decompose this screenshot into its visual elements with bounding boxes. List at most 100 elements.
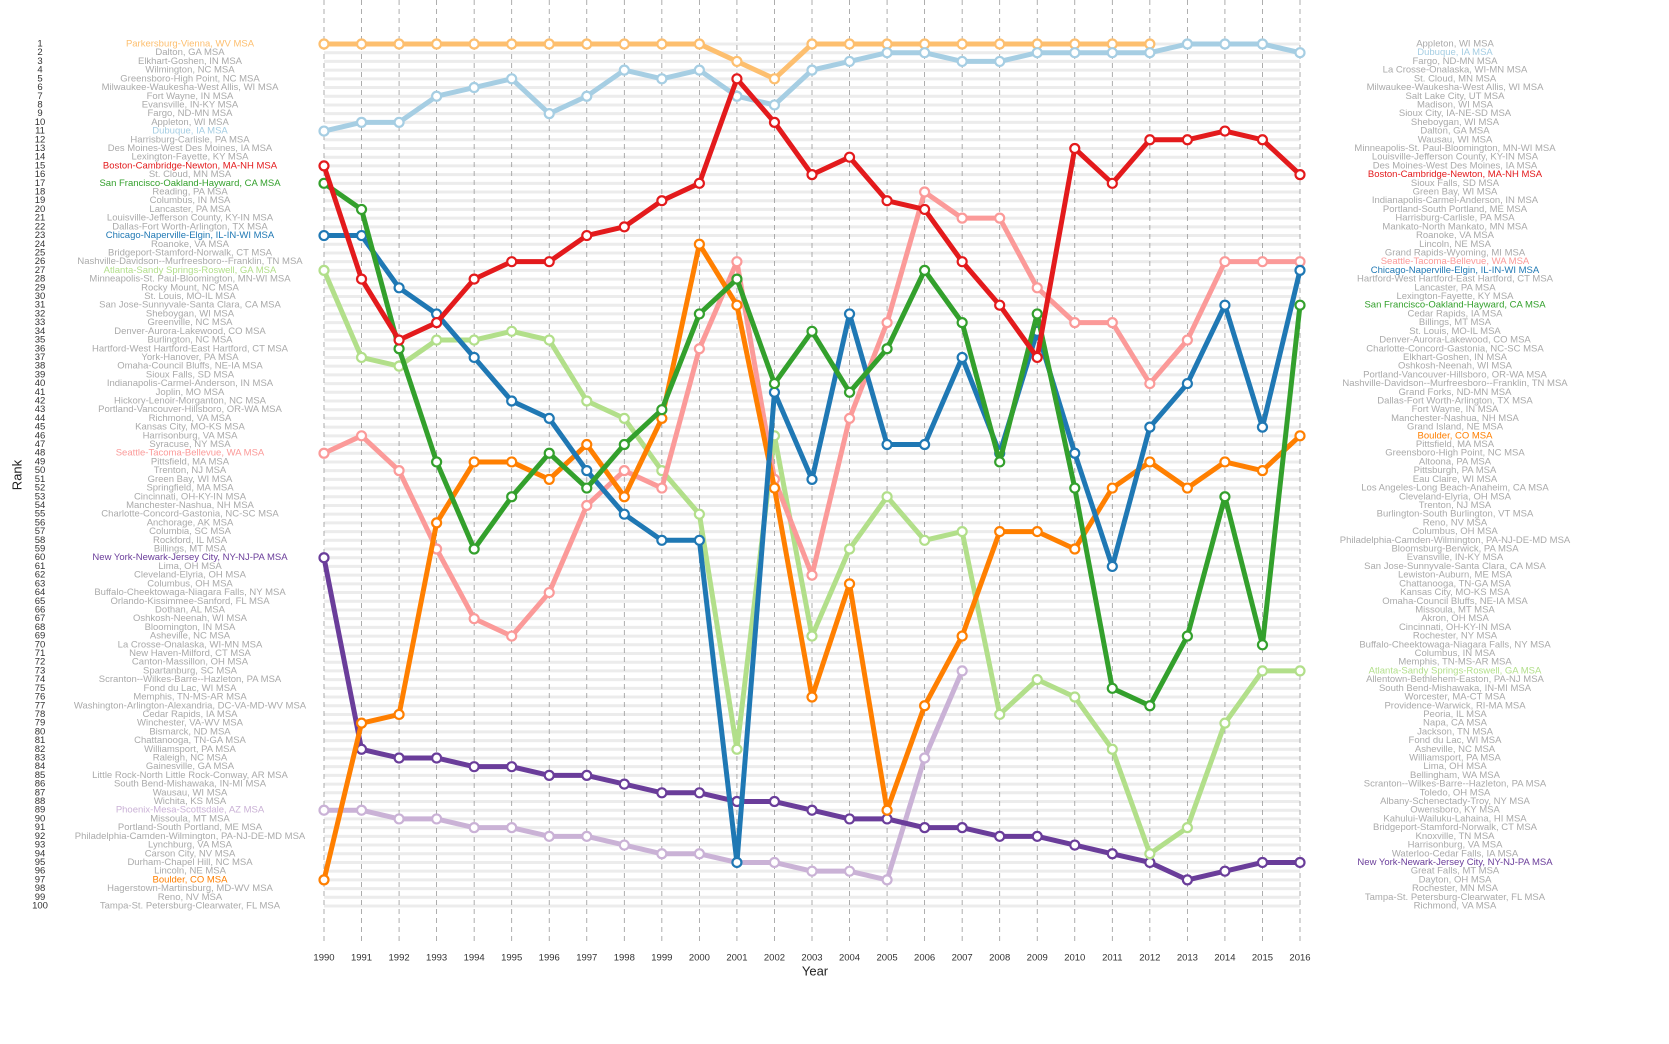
left-label: Wilmington, NC MSA: [145, 65, 235, 76]
series-point: [1144, 47, 1156, 59]
y-tick-label: 90: [35, 813, 46, 824]
series-point: [581, 769, 593, 781]
y-tick-label: 87: [35, 787, 46, 798]
left-label: Burlington, NC MSA: [147, 335, 233, 346]
series-point: [318, 160, 330, 172]
y-tick-label: 43: [35, 404, 46, 415]
series-point: [318, 552, 330, 564]
y-tick-label: 55: [35, 509, 46, 520]
series-point: [1106, 177, 1118, 189]
series-point: [843, 865, 856, 877]
left-label: Milwaukee-Waukesha-West Allis, WI MSA: [102, 82, 280, 93]
y-tick-label: 24: [35, 239, 46, 250]
series-point: [355, 203, 368, 216]
y-tick-label: 74: [35, 674, 46, 685]
y-tick-label: 98: [35, 883, 46, 894]
right-label: Bellingham, WA MSA: [1410, 770, 1501, 781]
left-label: Joplin, MO MSA: [156, 387, 225, 398]
x-axis-title: Year: [802, 963, 829, 978]
left-label: Spartanburg, SC MSA: [143, 665, 238, 676]
y-tick-label: 47: [35, 439, 46, 450]
x-tick-label: 2004: [839, 953, 860, 964]
y-tick-label: 7: [37, 91, 42, 102]
y-tick-label: 81: [35, 735, 46, 746]
y-tick-label: 96: [35, 866, 46, 877]
left-label: Gainesville, GA MSA: [146, 761, 235, 772]
series-point: [543, 256, 555, 268]
series-point: [1219, 299, 1231, 311]
series-point: [1256, 665, 1269, 677]
right-label: Lexington-Fayette, KY MSA: [1396, 291, 1514, 302]
series-point: [618, 491, 630, 503]
left-label: Scranton--Wilkes-Barre--Hazleton, PA MSA: [99, 674, 282, 685]
left-label: Green Bay, WI MSA: [148, 474, 233, 485]
series-point: [1106, 682, 1118, 694]
right-label: Williamsport, PA MSA: [1409, 752, 1501, 763]
right-label: Hartford-West Hartford-East Hartford, CT…: [1357, 274, 1554, 285]
left-label: Charlotte-Concord-Gastonia, NC-SC MSA: [101, 509, 279, 520]
right-label: Philadelphia-Camden-Wilmington, PA-NJ-DE…: [1340, 535, 1571, 546]
right-label: Nashville-Davidson--Murfreesboro--Frankl…: [1342, 378, 1568, 389]
left-label: Omaha-Council Bluffs, NE-IA MSA: [117, 361, 263, 372]
x-tick-label: 2010: [1064, 953, 1085, 964]
right-label: Bloomsburg-Berwick, PA MSA: [1391, 544, 1519, 555]
series-point: [1144, 848, 1156, 860]
right-label: Asheville, NC MSA: [1415, 744, 1496, 755]
left-label: New York-Newark-Jersey City, NY-NJ-PA MS…: [92, 552, 288, 563]
y-tick-label: 80: [35, 726, 46, 737]
series-point: [581, 395, 593, 407]
series-point: [1219, 491, 1231, 503]
x-tick-label: 1990: [313, 953, 334, 964]
left-label: Williamsport, PA MSA: [144, 744, 236, 755]
left-label: Atlanta-Sandy Springs-Roswell, GA MSA: [104, 265, 277, 276]
series-point: [1219, 456, 1231, 468]
series-point: [1294, 299, 1306, 311]
y-tick-label: 56: [35, 517, 46, 528]
series-point: [543, 473, 555, 485]
left-label: Raleigh, NC MSA: [153, 752, 228, 763]
series-point: [1069, 543, 1081, 555]
series-point: [1294, 47, 1306, 59]
series-point: [1219, 717, 1231, 729]
right-label: Seattle-Tacoma-Bellevue, WA MSA: [1381, 256, 1530, 267]
y-tick-label: 84: [35, 761, 46, 772]
y-tick-label: 49: [35, 456, 46, 467]
right-label: Napa, CA MSA: [1423, 718, 1488, 729]
left-label: Durham-Chapel Hill, NC MSA: [127, 857, 253, 868]
series-point: [618, 64, 630, 76]
series-point: [468, 273, 480, 285]
y-tick-label: 10: [35, 117, 46, 128]
series-point: [506, 73, 518, 85]
y-tick-label: 73: [35, 665, 46, 676]
y-tick-label: 31: [35, 300, 46, 311]
right-label: Wausau, WI MSA: [1418, 134, 1493, 145]
series-point: [1106, 317, 1118, 329]
series-point: [1031, 525, 1043, 538]
series-point: [431, 334, 443, 346]
series-point: [543, 769, 555, 781]
y-tick-label: 99: [35, 892, 46, 903]
series-point: [768, 73, 781, 85]
x-tick-label: 2007: [952, 953, 973, 964]
y-tick-label: 72: [35, 657, 46, 668]
y-tick-label: 75: [35, 683, 46, 694]
series-point: [656, 73, 668, 85]
left-label: Appleton, WI MSA: [151, 117, 229, 128]
series-point: [1069, 47, 1081, 59]
series-point: [1031, 308, 1043, 320]
left-label: Louisville-Jefferson County, KY-IN MSA: [107, 213, 274, 224]
left-label: Fond du Lac, WI MSA: [144, 683, 238, 694]
right-label: Burlington-South Burlington, VT MSA: [1377, 509, 1534, 520]
right-label: Kansas City, MO-KS MSA: [1400, 587, 1510, 598]
series-point: [768, 795, 781, 808]
series-point: [806, 804, 818, 816]
y-tick-label: 29: [35, 282, 46, 293]
left-label: Dubuque, IA MSA: [152, 126, 228, 137]
y-tick-label: 30: [35, 291, 46, 302]
left-label: Washington-Arlington-Alexandria, DC-VA-M…: [74, 700, 307, 711]
y-tick-label: 33: [35, 317, 46, 328]
right-label: Des Moines-West Des Moines, IA MSA: [1373, 160, 1538, 171]
right-label: Allentown-Bethlehem-Easton, PA-NJ MSA: [1366, 674, 1544, 685]
series-point: [618, 221, 630, 233]
left-label: Roanoke, VA MSA: [151, 239, 230, 250]
